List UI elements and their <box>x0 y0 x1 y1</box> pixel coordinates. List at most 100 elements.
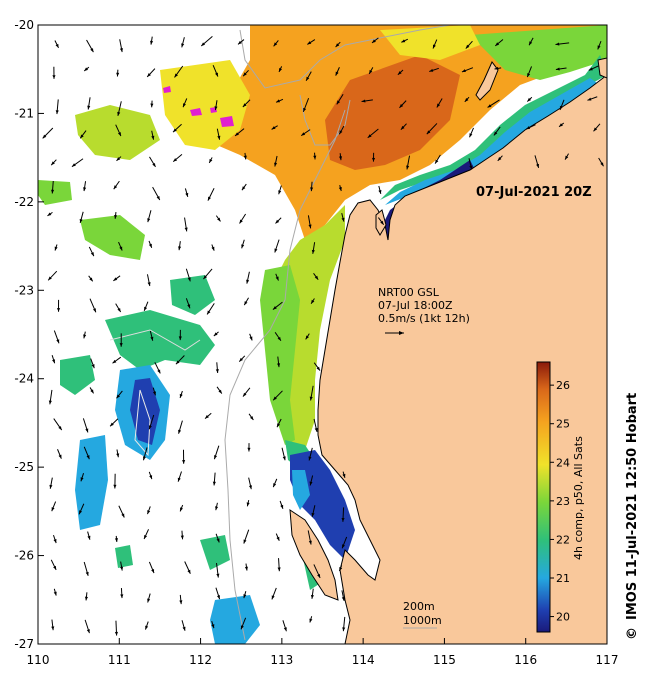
current-vector <box>181 37 185 48</box>
current-vector <box>150 100 154 108</box>
current-vector <box>185 268 191 282</box>
current-vector <box>148 414 155 430</box>
current-vector <box>89 298 97 313</box>
current-vector <box>406 155 411 170</box>
current-vector <box>313 418 318 433</box>
current-vector <box>87 531 91 540</box>
sst-west-blob-6 <box>80 215 145 260</box>
current-vector <box>216 128 221 140</box>
current-vector <box>313 152 317 160</box>
current-vector <box>240 617 247 630</box>
sst-south-blob <box>210 595 260 644</box>
isobath-1000m <box>224 109 346 641</box>
current-vector <box>154 362 161 374</box>
current-vector <box>116 390 123 399</box>
current-vector <box>242 387 251 397</box>
current-vector <box>211 244 215 251</box>
copyright-icon: © <box>625 627 640 640</box>
current-vector <box>307 39 316 45</box>
current-vector <box>272 390 283 401</box>
current-vector <box>271 125 278 130</box>
sst-outlier-3 <box>220 116 234 127</box>
isobath-legend-1000m: 1000m <box>403 614 442 627</box>
x-tick-label: 113 <box>270 653 293 667</box>
current-vector <box>341 590 345 601</box>
isobath-legend-200m: 200m <box>403 600 435 613</box>
current-vector <box>119 333 123 347</box>
current-vector <box>307 215 312 229</box>
current-vector <box>377 217 385 225</box>
y-tick-label: -26 <box>14 549 34 563</box>
current-vector <box>278 185 282 195</box>
current-vector <box>207 188 215 201</box>
y-tick-label: -25 <box>14 460 34 474</box>
current-vector <box>335 41 341 48</box>
current-vector <box>113 473 117 489</box>
current-vector <box>274 332 282 342</box>
current-vector <box>555 42 570 46</box>
current-vector <box>274 239 280 253</box>
current-vector <box>113 180 120 190</box>
current-vector <box>172 154 183 163</box>
current-vector <box>311 242 316 254</box>
current-vector <box>275 217 282 224</box>
isobath-west-loop <box>109 329 201 351</box>
credit-label: IMOS 11-Jul-2021 12:50 Hobart <box>625 393 640 620</box>
sst-sharkbay-blue <box>292 470 310 510</box>
current-vector <box>528 37 534 46</box>
current-vector <box>310 588 314 599</box>
x-tick-label: 114 <box>352 653 375 667</box>
current-vector <box>57 449 62 459</box>
current-vector <box>181 620 186 631</box>
current-vector <box>494 66 502 70</box>
current-vector <box>42 127 54 139</box>
current-vector <box>175 355 185 365</box>
current-vector <box>526 96 533 102</box>
y-tick-label: -24 <box>14 372 34 386</box>
current-vector <box>90 358 95 369</box>
current-vector <box>178 329 182 341</box>
colorbar-tick-label: 22 <box>556 533 570 546</box>
current-vector <box>53 588 57 596</box>
current-vector <box>47 211 53 217</box>
sst-sw-small <box>115 545 133 568</box>
land-island-2 <box>475 61 499 101</box>
current-vector <box>313 564 321 579</box>
current-vector <box>309 475 314 486</box>
colorbar-tick-label: 24 <box>556 456 570 469</box>
current-vector <box>564 153 569 160</box>
current-vector <box>400 123 407 131</box>
plot-frame <box>37 24 608 645</box>
current-vector <box>367 128 379 139</box>
current-vector <box>118 241 123 251</box>
current-vector <box>243 152 247 160</box>
current-vector <box>215 502 219 511</box>
vector-scale-arrowhead <box>399 331 404 335</box>
current-vector <box>278 66 283 73</box>
current-vector <box>203 268 213 280</box>
current-vector <box>184 561 191 574</box>
current-vector <box>361 99 373 103</box>
current-vector <box>243 529 250 544</box>
current-vector <box>559 99 565 111</box>
current-vector <box>276 418 282 428</box>
current-vector <box>213 331 219 337</box>
current-vector <box>272 301 283 310</box>
sst-outlier-1 <box>163 86 171 93</box>
current-vector <box>142 447 148 461</box>
current-vector <box>48 389 53 405</box>
current-vector <box>368 67 374 75</box>
current-vector <box>51 355 56 364</box>
current-vector <box>144 621 149 630</box>
current-vector <box>83 66 90 72</box>
current-vector <box>241 183 247 191</box>
current-vector <box>436 98 443 108</box>
current-vector <box>525 124 536 130</box>
sst-west-blob-1 <box>105 310 215 370</box>
current-vector <box>275 273 279 281</box>
current-vector <box>182 98 188 108</box>
current-vector <box>277 558 281 572</box>
current-vector <box>51 619 55 631</box>
current-vector <box>204 412 212 420</box>
